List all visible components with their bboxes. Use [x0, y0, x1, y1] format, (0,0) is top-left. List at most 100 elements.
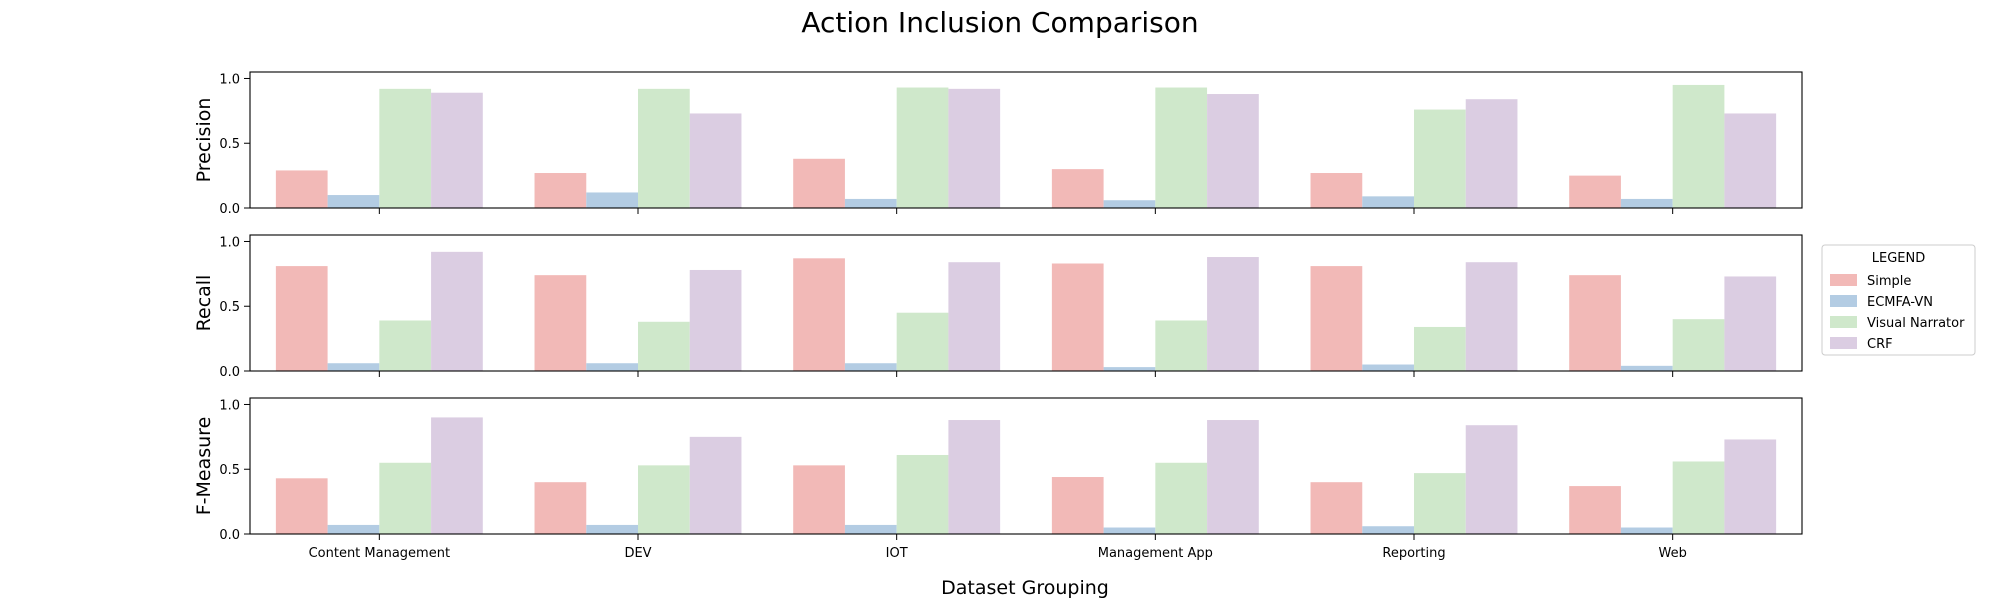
x-tick-label: Content Management: [309, 546, 450, 561]
bar: [431, 92, 483, 208]
chart-title: Action Inclusion Comparison: [801, 6, 1198, 39]
bar: [1362, 526, 1414, 534]
bar: [1207, 257, 1259, 371]
bar: [948, 262, 1001, 371]
bar: [1414, 326, 1466, 371]
y-axis-label: Recall: [193, 275, 215, 332]
bar: [1672, 461, 1725, 534]
bar: [793, 158, 845, 208]
panel-precision: 0.0 0.5 1.0 Precision: [193, 71, 1803, 217]
bar: [1155, 462, 1208, 534]
bar: [1465, 262, 1518, 371]
bar: [1155, 320, 1208, 371]
bar: [896, 312, 949, 371]
legend-entry-label: Simple: [1867, 274, 1911, 289]
y-tick-label: 0.0: [219, 528, 240, 543]
bar: [844, 198, 897, 208]
bar: [379, 88, 432, 208]
bar: [1724, 276, 1777, 371]
bar: [1569, 486, 1621, 534]
bar: [1620, 365, 1673, 371]
bar: [896, 87, 949, 208]
bar: [1103, 200, 1156, 208]
bar: [1051, 477, 1104, 534]
panel-recall: 0.0 0.5 1.0 Recall: [193, 234, 1803, 380]
bar: [1103, 527, 1156, 534]
x-tick-label: Web: [1658, 546, 1686, 561]
bar: [1155, 87, 1208, 208]
bar: [1310, 173, 1363, 208]
bar: [1672, 84, 1725, 208]
bar: [948, 420, 1001, 534]
plot-frame: [249, 234, 1803, 372]
bar: [534, 275, 587, 371]
bar: [638, 88, 690, 208]
y-tick-label: 0.0: [219, 202, 240, 217]
bar: [1620, 527, 1673, 534]
bar: [327, 195, 380, 208]
bar: [896, 454, 949, 534]
bar: [689, 113, 742, 208]
y-tick-label: 0.5: [219, 137, 240, 152]
y-tick-label: 0.5: [219, 300, 240, 315]
bar: [379, 462, 432, 534]
x-tick-label: IOT: [886, 546, 908, 561]
bar: [327, 363, 380, 371]
bar: [844, 524, 897, 534]
bar: [1362, 196, 1414, 208]
bar: [534, 173, 587, 208]
y-tick-label: 0.5: [219, 463, 240, 478]
x-tick-label: Reporting: [1382, 546, 1445, 561]
y-tick-label: 1.0: [219, 398, 240, 413]
bar: [793, 258, 845, 371]
panels: 0.0 0.5 1.0 Precision 0.0 0.5 1.0 Recall 0.0 0.5 1…: [193, 71, 1803, 561]
y-axis-label: Precision: [193, 98, 215, 183]
bar: [1569, 175, 1621, 208]
legend-title: LEGEND: [1872, 251, 1925, 266]
bar: [689, 269, 742, 371]
bar: [327, 524, 380, 534]
legend-entry-label: CRF: [1867, 337, 1893, 352]
bar: [275, 478, 328, 534]
x-axis-label: Dataset Grouping: [941, 577, 1109, 599]
bar: [1207, 420, 1259, 534]
bar: [431, 417, 483, 534]
legend-box: [1821, 244, 1976, 356]
legend-entry-label: ECMFA-VN: [1867, 295, 1933, 310]
bar: [586, 363, 638, 371]
bar: [1465, 425, 1518, 534]
y-tick-label: 0.0: [219, 365, 240, 380]
bar: [586, 524, 638, 534]
legend-swatch: [1830, 274, 1857, 286]
bar: [1672, 319, 1725, 371]
x-tick-label: DEV: [624, 546, 651, 561]
bar: [586, 192, 638, 208]
bar: [1310, 266, 1363, 371]
plot-frame: [249, 71, 1803, 209]
bar: [1620, 198, 1673, 208]
bar: [638, 321, 690, 371]
plot-frame: [249, 397, 1803, 535]
bar: [275, 266, 328, 371]
bar: [431, 251, 483, 371]
bar: [1103, 367, 1156, 371]
bar: [1724, 113, 1777, 208]
bar: [379, 320, 432, 371]
bar: [948, 88, 1001, 208]
bar: [1051, 263, 1104, 371]
legend-swatch: [1830, 295, 1857, 307]
bar: [844, 363, 897, 371]
bar: [275, 170, 328, 208]
y-axis-label: F-Measure: [193, 417, 215, 516]
bar: [1569, 275, 1621, 371]
bar: [1207, 94, 1259, 208]
bar: [793, 465, 845, 534]
y-tick-label: 1.0: [219, 72, 240, 87]
bar: [534, 482, 587, 534]
bar: [1724, 439, 1777, 534]
bar: [638, 465, 690, 534]
bar: [1414, 109, 1466, 208]
bar: [1414, 473, 1466, 534]
legend: LEGEND Simple ECMFA-VN Visual Narrator CRF: [1821, 244, 1976, 356]
